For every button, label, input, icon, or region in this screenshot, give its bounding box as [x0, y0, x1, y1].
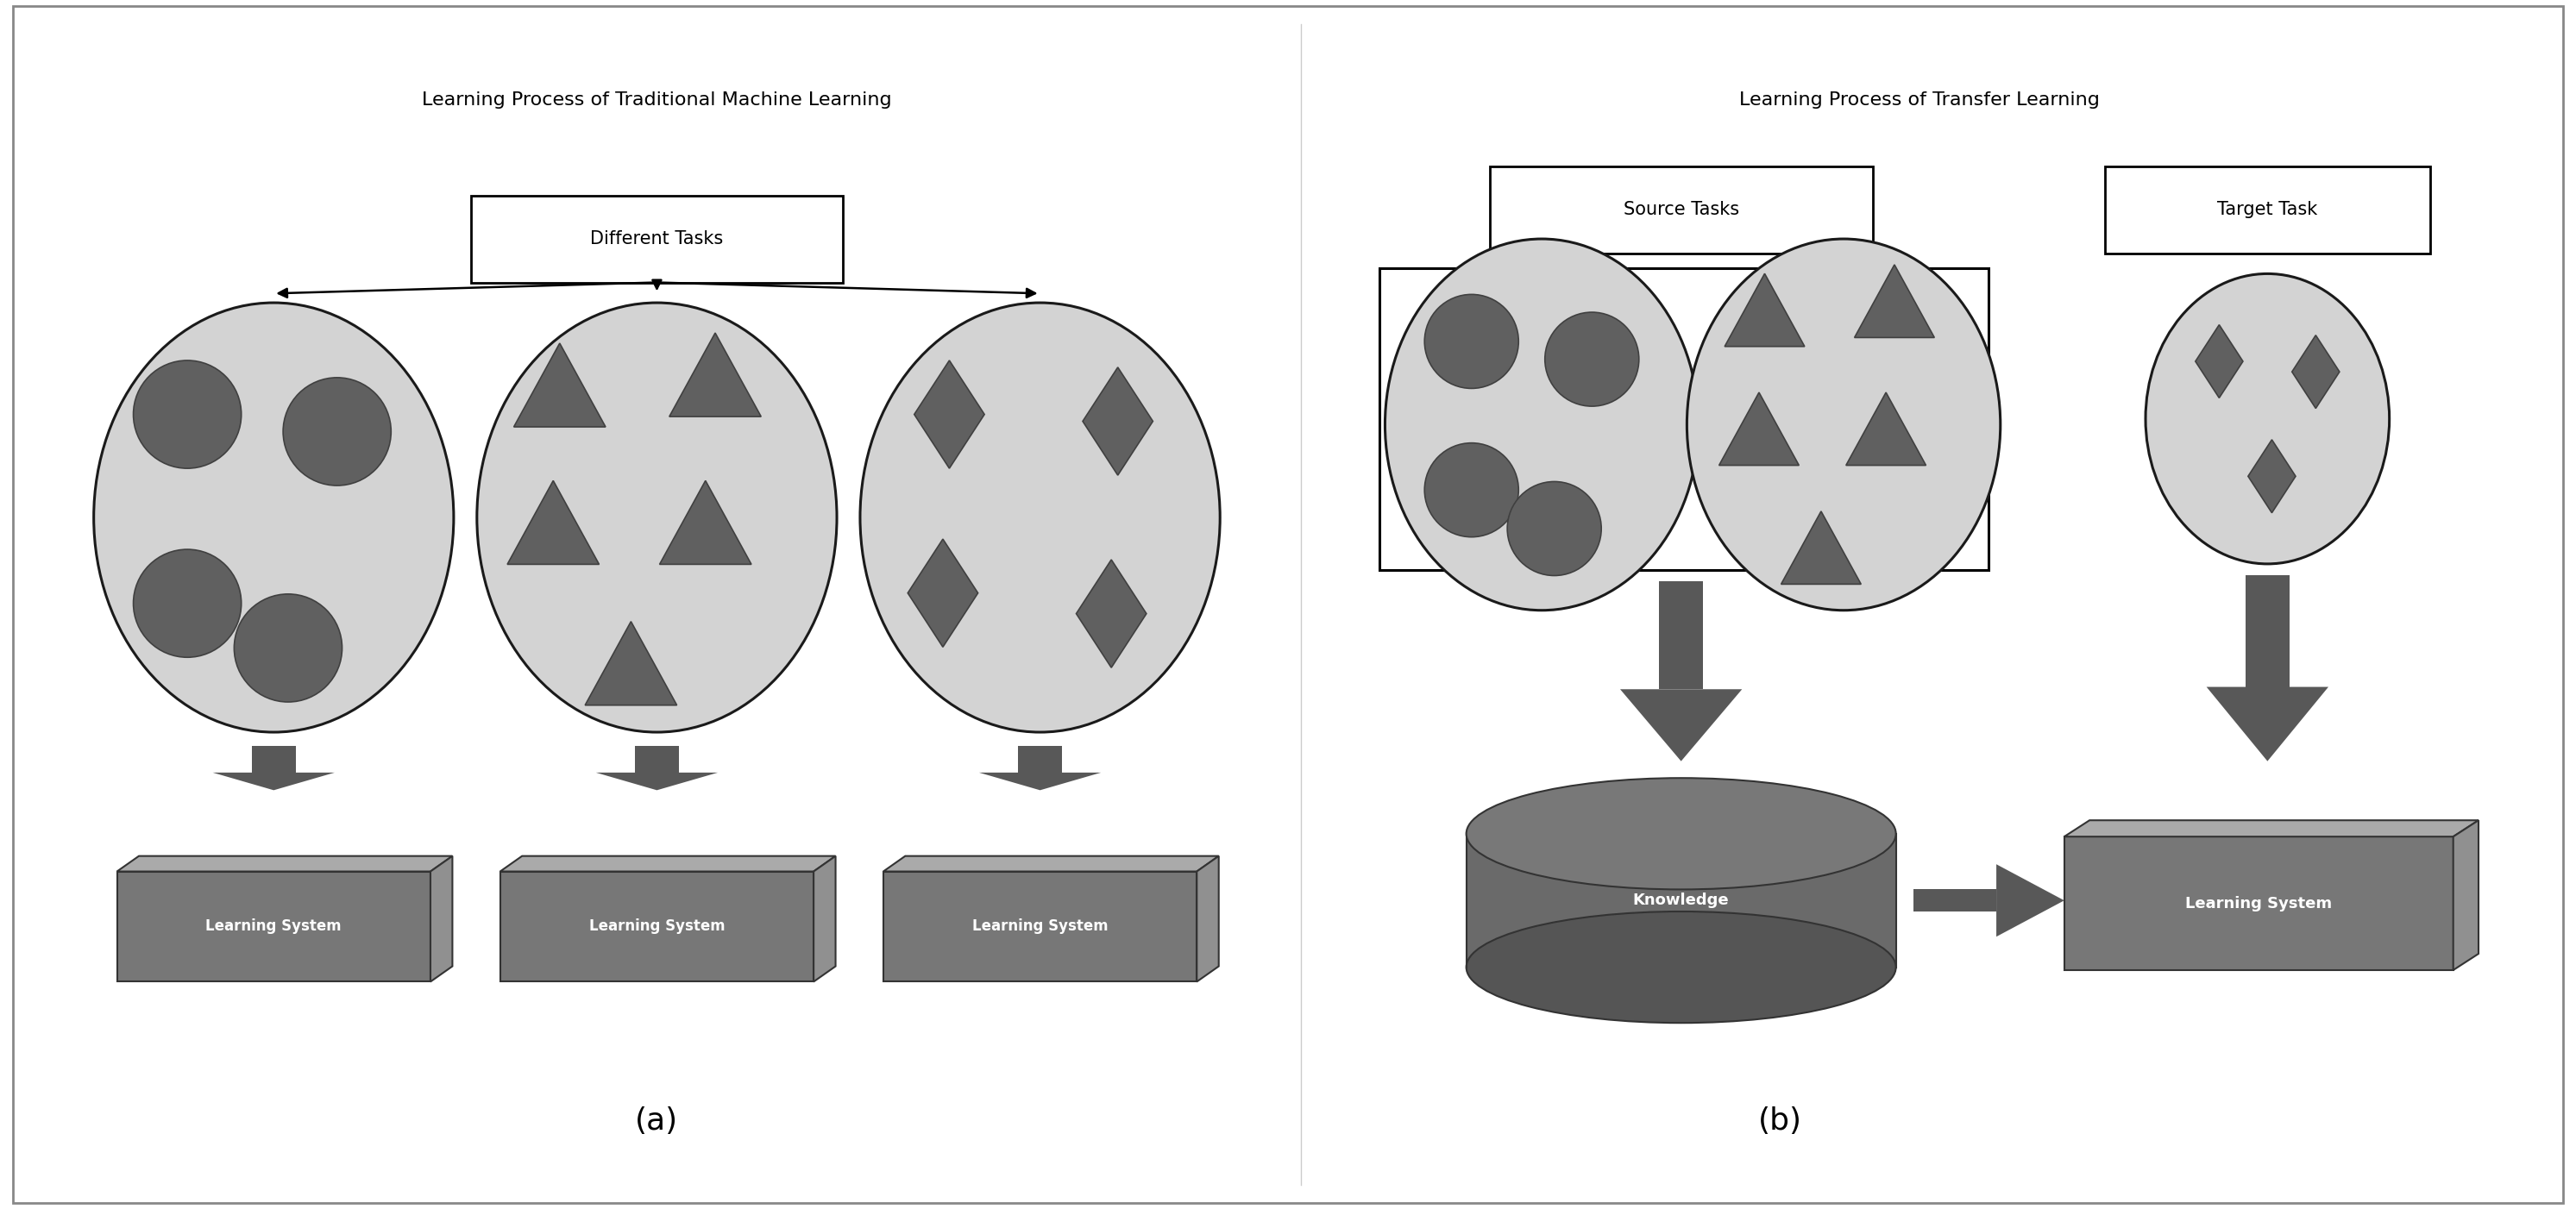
Circle shape — [134, 360, 242, 468]
Polygon shape — [500, 856, 835, 872]
Polygon shape — [2063, 837, 2452, 970]
Text: Different Tasks: Different Tasks — [590, 230, 724, 248]
Ellipse shape — [93, 302, 453, 733]
Text: Learning System: Learning System — [971, 919, 1108, 935]
Ellipse shape — [1687, 239, 2002, 611]
Text: (b): (b) — [1757, 1106, 1801, 1135]
Text: Learning System: Learning System — [206, 919, 343, 935]
Text: (a): (a) — [636, 1106, 677, 1135]
Polygon shape — [2195, 325, 2244, 398]
Polygon shape — [595, 773, 719, 791]
Polygon shape — [2293, 335, 2339, 409]
Polygon shape — [1659, 582, 1703, 689]
Polygon shape — [252, 746, 296, 773]
Polygon shape — [507, 481, 600, 565]
Polygon shape — [430, 856, 453, 982]
Polygon shape — [1077, 560, 1146, 667]
Polygon shape — [471, 196, 842, 283]
Polygon shape — [1489, 167, 1873, 254]
Polygon shape — [1855, 265, 1935, 337]
Polygon shape — [907, 539, 979, 647]
Polygon shape — [214, 773, 335, 791]
Polygon shape — [116, 856, 453, 872]
Polygon shape — [1780, 511, 1860, 584]
Polygon shape — [1018, 746, 1061, 773]
Polygon shape — [1082, 368, 1154, 475]
Ellipse shape — [1466, 912, 1896, 1023]
Ellipse shape — [860, 302, 1221, 733]
Polygon shape — [1620, 689, 1741, 762]
Polygon shape — [513, 343, 605, 427]
Ellipse shape — [1466, 779, 1896, 890]
Polygon shape — [1378, 268, 1989, 569]
Polygon shape — [2452, 820, 2478, 970]
Polygon shape — [1718, 393, 1798, 465]
Circle shape — [1425, 442, 1520, 537]
Polygon shape — [914, 360, 984, 468]
Polygon shape — [2208, 687, 2329, 762]
Text: Learning Process of Traditional Machine Learning: Learning Process of Traditional Machine … — [422, 91, 891, 109]
Ellipse shape — [1386, 239, 1698, 611]
Circle shape — [283, 377, 392, 486]
Polygon shape — [2063, 820, 2478, 837]
Polygon shape — [1466, 834, 1896, 967]
Text: Learning Process of Transfer Learning: Learning Process of Transfer Learning — [1739, 91, 2099, 109]
Circle shape — [1546, 312, 1638, 406]
Polygon shape — [116, 872, 430, 982]
Circle shape — [1425, 295, 1520, 388]
Polygon shape — [979, 773, 1100, 791]
Text: Knowledge: Knowledge — [1633, 892, 1728, 908]
Polygon shape — [585, 621, 677, 705]
Polygon shape — [884, 872, 1198, 982]
Polygon shape — [2105, 167, 2429, 254]
Polygon shape — [884, 856, 1218, 872]
Polygon shape — [814, 856, 835, 982]
Polygon shape — [670, 332, 760, 417]
Polygon shape — [1726, 273, 1806, 347]
Polygon shape — [500, 872, 814, 982]
Text: Target Task: Target Task — [2218, 201, 2318, 219]
Polygon shape — [2249, 440, 2295, 513]
Polygon shape — [1847, 393, 1927, 465]
Polygon shape — [2246, 575, 2290, 687]
Polygon shape — [634, 746, 680, 773]
Text: Learning System: Learning System — [2184, 896, 2331, 912]
Ellipse shape — [477, 302, 837, 733]
Ellipse shape — [2146, 273, 2391, 563]
Circle shape — [1507, 481, 1602, 575]
Polygon shape — [1996, 864, 2063, 937]
Text: Learning System: Learning System — [590, 919, 724, 935]
Circle shape — [234, 594, 343, 702]
Text: Source Tasks: Source Tasks — [1623, 201, 1739, 219]
Polygon shape — [1198, 856, 1218, 982]
Circle shape — [134, 549, 242, 658]
Polygon shape — [659, 481, 752, 565]
Polygon shape — [1914, 889, 1996, 912]
